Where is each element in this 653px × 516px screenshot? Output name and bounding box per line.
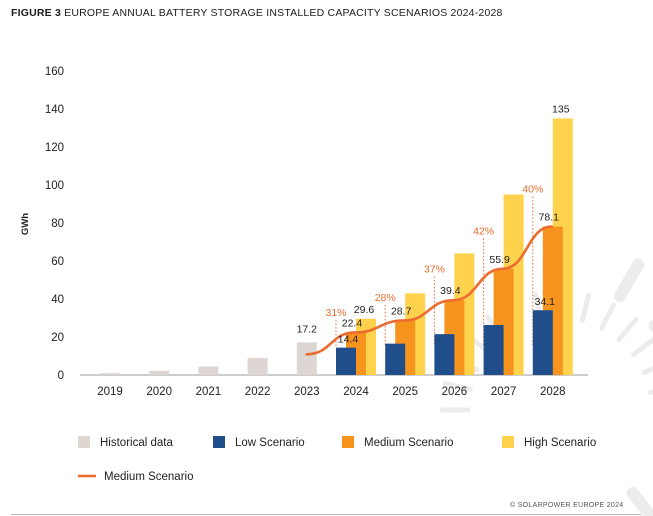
legend-label-historical: Historical data [100, 437, 173, 449]
copyright-text: © SOLARPOWER EUROPE 2024 [510, 502, 624, 509]
bar-low [532, 310, 553, 375]
legend-swatch-historical [78, 436, 90, 448]
medium-scenario-line [305, 225, 554, 356]
bar-low [385, 343, 406, 375]
legend-swatch-low [213, 436, 225, 448]
y-tick-label: 160 [45, 66, 64, 78]
legend-label-low: Low Scenario [235, 437, 305, 449]
data-label-high: 135 [552, 104, 570, 116]
x-tick-label: 2028 [540, 386, 566, 398]
y-tick-label: 80 [51, 218, 64, 230]
x-tick-label: 2021 [196, 386, 222, 398]
growth-rate-label: 28% [375, 292, 396, 304]
data-label-medium: 39.4 [440, 285, 461, 297]
figure-label: FIGURE 3 [11, 7, 62, 19]
bar-historical [198, 366, 219, 375]
data-label-high: 29.6 [354, 304, 375, 316]
growth-rate-label: 40% [522, 184, 543, 196]
legend-swatch-high [502, 436, 514, 448]
data-label-historical: 17.2 [297, 323, 318, 335]
bar-low [336, 347, 356, 375]
data-label-low: 34.1 [535, 296, 556, 308]
x-tick-label: 2019 [97, 386, 123, 398]
data-label-medium: 28.7 [391, 305, 412, 317]
footer-divider [11, 514, 641, 515]
decor-ray [599, 302, 617, 331]
growth-rate-label: 31% [325, 307, 346, 319]
legend-swatch-medium [342, 436, 354, 448]
y-axis-label: GWh [20, 213, 31, 235]
legend-label-high: High Scenario [524, 437, 596, 449]
y-tick-label: 0 [58, 370, 64, 382]
bar-historical [247, 357, 268, 375]
x-tick-label: 2020 [146, 386, 172, 398]
bar-low [483, 325, 504, 375]
x-tick-label: 2024 [343, 386, 369, 398]
decor-ray [630, 336, 653, 358]
data-label-medium: 22.4 [342, 317, 363, 329]
y-tick-label: 20 [51, 332, 64, 344]
x-tick-label: 2022 [245, 386, 271, 398]
y-tick-label: 60 [51, 256, 64, 268]
bar-historical [100, 373, 120, 375]
x-tick-label: 2025 [392, 386, 418, 398]
decor-ray [442, 380, 473, 392]
figure-title-text: EUROPE ANNUAL BATTERY STORAGE INSTALLED … [64, 7, 503, 19]
x-tick-label: 2027 [491, 386, 517, 398]
decor-ray [641, 365, 653, 376]
decor-ray [616, 317, 639, 343]
data-label-medium: 55.9 [489, 254, 510, 266]
legend-label-line: Medium Scenario [104, 471, 193, 483]
y-tick-label: 40 [51, 294, 64, 306]
decor-ray [614, 258, 645, 303]
data-label-medium: 78.1 [539, 212, 560, 224]
figure-title: FIGURE 3 EUROPE ANNUAL BATTERY STORAGE I… [11, 7, 503, 19]
y-tick-label: 140 [45, 104, 64, 116]
growth-rate-label: 42% [473, 225, 494, 237]
x-tick-label: 2026 [442, 386, 468, 398]
growth-rate-label: 37% [424, 263, 445, 275]
y-tick-label: 120 [45, 142, 64, 154]
bar-historical [149, 370, 170, 375]
x-tick-label: 2023 [294, 386, 320, 398]
decor-ray [626, 486, 653, 516]
bar-low [434, 334, 455, 375]
bar-historical [296, 342, 317, 375]
decor-ray [579, 293, 592, 324]
legend-label-medium: Medium Scenario [364, 437, 453, 449]
data-label-low: 14.4 [338, 334, 359, 346]
y-tick-label: 100 [45, 180, 64, 192]
